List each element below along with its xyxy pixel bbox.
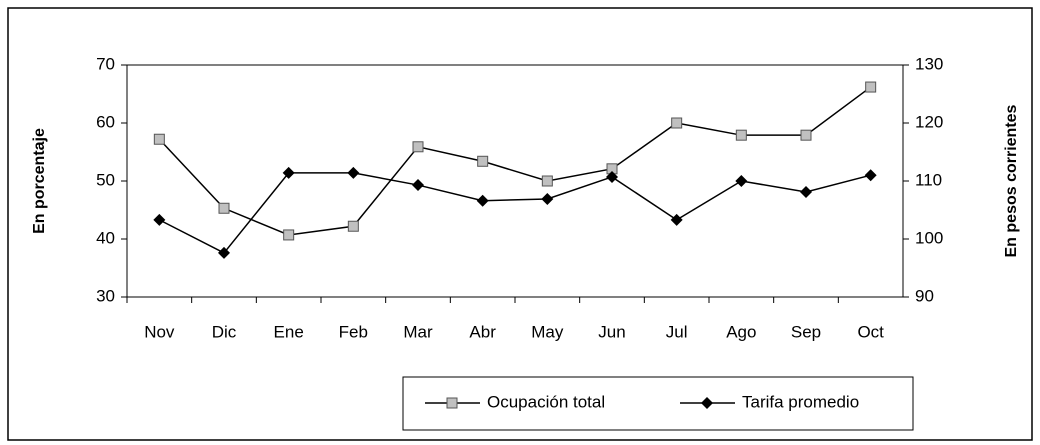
x-tick-label: Feb	[339, 322, 368, 341]
data-point	[864, 169, 877, 182]
data-point	[412, 179, 424, 192]
y2-tick-label: 110	[915, 170, 942, 189]
data-point	[670, 213, 683, 226]
y-tick-label: 70	[96, 54, 115, 73]
x-tick-label: Ago	[726, 322, 756, 341]
chart-frame	[7, 7, 1033, 441]
data-point	[541, 192, 554, 205]
legend-label: Tarifa promedio	[742, 392, 859, 411]
data-point	[477, 155, 489, 167]
y-tick-label: 60	[96, 112, 115, 131]
x-tick-label: Sep	[791, 322, 821, 341]
data-point	[671, 117, 683, 129]
y2-tick-label: 90	[915, 286, 934, 305]
data-point	[800, 186, 812, 199]
data-point	[541, 175, 553, 187]
x-tick-label: Abr	[469, 322, 496, 341]
y2-tick-label: 130	[915, 54, 943, 73]
data-point	[282, 166, 295, 179]
x-tick-label: Jul	[666, 322, 688, 341]
data-point	[476, 194, 489, 207]
x-tick-label: Ene	[274, 322, 304, 341]
data-point	[283, 229, 295, 241]
x-tick-label: May	[531, 322, 564, 341]
x-tick-label: Dic	[212, 322, 237, 341]
legend	[402, 376, 914, 431]
data-point	[153, 213, 166, 226]
legend-marker	[701, 397, 713, 409]
data-point	[347, 220, 359, 232]
series-line	[158, 86, 872, 236]
y-tick-label: 50	[96, 170, 115, 189]
data-point	[800, 129, 812, 141]
y-axis-title: En porcentaje	[31, 128, 48, 234]
data-point	[735, 129, 747, 141]
x-tick-label: Nov	[144, 322, 175, 341]
series-line	[158, 172, 871, 254]
y-tick-label: 40	[96, 228, 115, 247]
data-point	[606, 170, 618, 183]
x-tick-label: Jun	[598, 322, 625, 341]
y2-tick-label: 100	[915, 228, 943, 247]
legend-marker	[446, 397, 458, 409]
data-point	[412, 141, 424, 153]
legend-label: Ocupación total	[487, 392, 605, 411]
y2-tick-label: 120	[915, 112, 943, 131]
y2-axis-title: En pesos corrientes	[1003, 104, 1020, 257]
data-point	[735, 175, 748, 187]
data-point	[153, 133, 165, 145]
x-tick-label: Oct	[857, 322, 884, 341]
data-point	[218, 246, 230, 259]
data-point	[865, 81, 877, 93]
y-tick-label: 30	[96, 286, 115, 305]
x-tick-label: Mar	[403, 322, 433, 341]
data-point	[347, 166, 360, 179]
data-point	[218, 202, 230, 214]
